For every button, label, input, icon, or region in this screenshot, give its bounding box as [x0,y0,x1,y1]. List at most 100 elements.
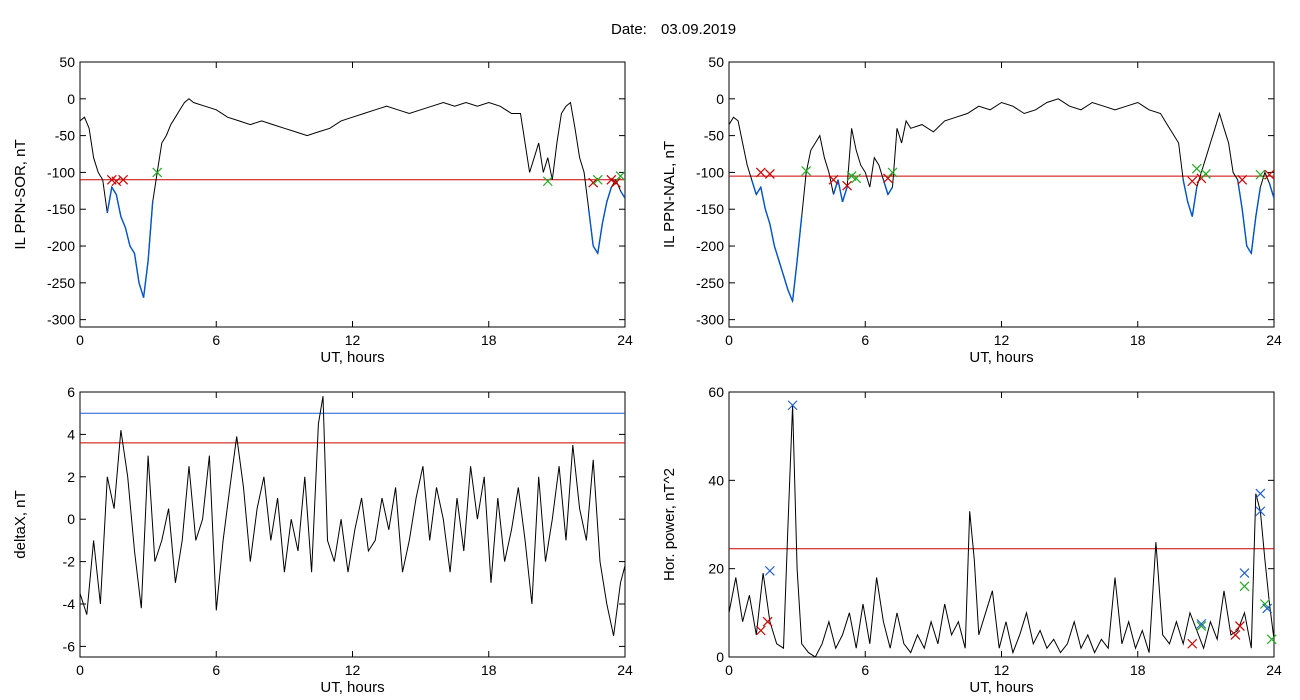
nal-series-line [729,98,1274,304]
power-ytick-label: 40 [708,472,724,488]
nal-ytick-label: 0 [716,91,724,107]
power-marker [1239,581,1250,592]
nal-below-threshold-segment [1246,245,1252,254]
sor-below-threshold-segment [138,282,145,298]
nal-below-threshold-segment [841,186,848,203]
sor-frame [79,61,626,328]
nal-xtick-label: 18 [1130,332,1146,348]
nal-marker-stroke [1264,169,1275,180]
deltax-xtick-label: 24 [617,662,633,678]
nal-ytick-label: -200 [696,238,724,254]
nal-marker [755,167,766,178]
power-marker-stroke [1239,581,1250,592]
panel-sor: 0 6 12 18 24 50 0 -50 -100 -150 -200 -250 -300 UT, ho… [12,54,633,366]
sor-marker-stroke [606,174,617,185]
nal-marker [883,173,893,184]
sor-below-threshold-segment [142,260,149,298]
deltax-frame [79,391,626,658]
nal-marker-stroke [883,173,893,184]
nal-below-threshold-segment [837,179,844,203]
sor-ytick-label: 0 [67,91,75,107]
sor-ylabel: IL PPN-SOR, nT [12,139,29,249]
nal-below-threshold-segment [1241,209,1248,247]
power-marker-stroke [1230,629,1241,640]
sor-marker-stroke [615,171,626,182]
sor-ytick-label: -50 [55,128,75,144]
power-marker-stroke [1255,506,1266,517]
nal-below-threshold-segment [751,179,757,195]
nal-below-threshold-segment [769,223,776,247]
power-marker [764,565,775,576]
power-marker [1266,634,1277,645]
sor-below-threshold-segment [124,227,131,247]
sor-below-threshold-segment [592,245,599,254]
sor-marker-stroke [118,174,129,185]
nal-below-threshold-segment [1268,183,1274,199]
sor-marker [610,177,621,188]
deltax-xlabel: UT, hours [320,679,384,696]
power-marker-stroke [1196,618,1207,629]
deltax-ytick-label: 2 [67,469,75,485]
power-marker [1235,621,1245,632]
power-marker [1255,488,1266,499]
power-marker [1239,568,1250,579]
sor-below-threshold-segment [601,201,608,225]
power-marker [1196,618,1207,629]
nal-below-threshold-segment [773,245,780,261]
power-marker [1255,506,1266,517]
nal-xtick-label: 24 [1266,332,1282,348]
sor-marker-stroke [111,176,122,187]
nal-marker-stroke [851,173,862,184]
nal-ytick-label: -50 [704,128,724,144]
nal-marker-stroke [1200,168,1211,179]
sor-marker-stroke [592,174,603,185]
nal-ytick-label: -250 [696,275,724,291]
power-ytick-label: 20 [708,561,724,577]
sor-below-threshold-segment [597,223,603,254]
power-ytick-label: 60 [708,384,724,400]
nal-ytick-label: -150 [696,201,724,217]
sor-below-threshold-segment [619,190,625,199]
deltax-ytick-label: 6 [67,384,75,400]
nal-marker-stroke [1187,176,1198,187]
nal-ytick-label: -300 [696,312,724,328]
power-xtick-label: 18 [1130,662,1146,678]
nal-xlabel: UT, hours [969,349,1033,366]
nal-xtick-label: 6 [861,332,869,348]
sor-below-threshold-segment [120,216,127,228]
nal-marker [1255,169,1266,180]
sor-marker [588,177,599,188]
panel-nal: 0 6 12 18 24 50 0 -50 -100 -150 -200 -250 -300 UT, ho… [661,54,1282,366]
power-marker-stroke [1259,599,1270,609]
sor-marker-stroke [542,176,553,187]
sor-marker-stroke [106,174,117,185]
sor-below-threshold-segment [111,186,117,195]
nal-marker-stroke [755,167,766,178]
power-marker-stroke [1187,638,1198,649]
power-marker-stroke [1235,621,1245,632]
power-marker-stroke [764,565,775,576]
nal-marker [828,174,839,185]
power-marker [1187,638,1198,649]
sor-xtick-label: 24 [617,332,633,348]
nal-ytick-label: -100 [696,164,724,180]
sor-marker [118,174,129,185]
power-marker [762,616,773,627]
nal-ylabel: IL PPN-NAL, nT [661,141,678,248]
sor-marker-stroke [152,167,163,178]
sor-ytick-label: -250 [47,275,75,291]
deltax-ytick-label: -2 [63,554,76,570]
sor-xtick-label: 6 [212,332,220,348]
date-value: 03.09.2019 [661,21,736,38]
nal-marker-stroke [842,180,853,191]
sor-ytick-label: -100 [47,164,75,180]
power-marker-stroke [1255,488,1266,499]
power-marker-stroke [1262,603,1273,614]
deltax-xtick-label: 0 [76,662,84,678]
power-series-line [729,405,1274,657]
deltax-ytick-label: 4 [67,426,75,442]
power-marker-stroke [755,625,766,636]
sor-marker-stroke [588,177,599,188]
